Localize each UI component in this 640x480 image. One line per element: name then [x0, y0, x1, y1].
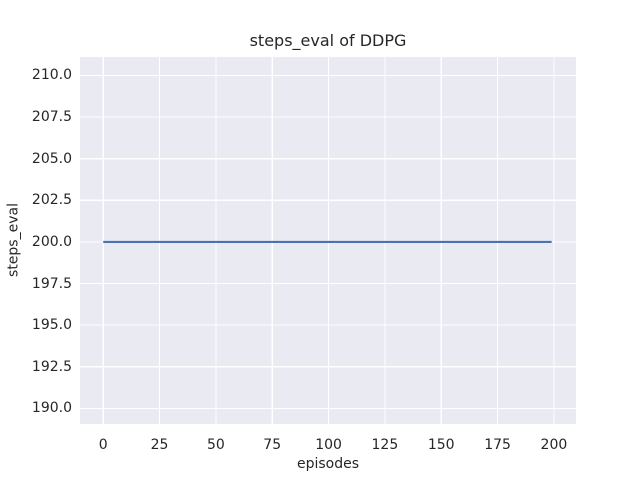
y-tick-label: 197.5 [31, 275, 72, 292]
y-tick-label: 195.0 [31, 317, 72, 334]
x-tick-label: 25 [150, 437, 169, 453]
x-tick-label: 200 [540, 437, 568, 453]
x-tick-label: 150 [427, 437, 455, 453]
x-tick-label: 75 [263, 437, 282, 453]
plot-canvas [80, 57, 576, 424]
chart-title: steps_eval of DDPG [249, 31, 407, 50]
y-tick-label: 190.0 [31, 400, 72, 417]
y-tick-label: 192.5 [31, 358, 72, 375]
y-tick-label: 205.0 [31, 150, 72, 167]
plot-area [80, 57, 576, 424]
y-tick-label: 202.5 [31, 192, 72, 209]
y-tick-label: 200.0 [31, 233, 72, 250]
x-axis-label: episodes [296, 456, 360, 472]
x-tick-label: 125 [371, 437, 399, 453]
x-tick-label: 50 [206, 437, 225, 453]
y-tick-label: 210.0 [31, 67, 72, 84]
x-tick-label: 0 [98, 437, 108, 453]
y-tick-label: 207.5 [31, 109, 72, 126]
x-tick-label: 175 [484, 437, 511, 453]
x-tick-label: 100 [315, 437, 342, 453]
